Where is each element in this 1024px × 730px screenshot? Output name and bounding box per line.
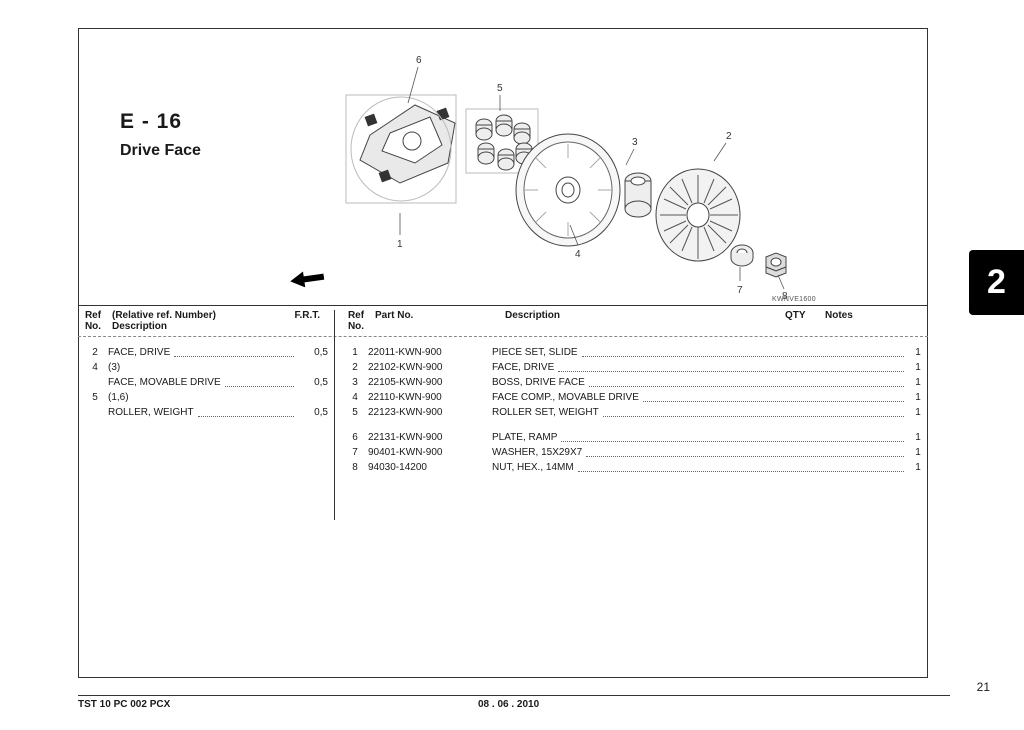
frt-row: 5(1,6) [82,390,328,405]
part-row: 522123-KWN-900ROLLER SET, WEIGHT1 [342,405,928,420]
callout-1: 1 [397,239,403,250]
frt-list: 2FACE, DRIVE0,54(3)FACE, MOVABLE DRIVE0,… [78,345,328,475]
title-block: E - 16 Drive Face [120,110,201,160]
frt-row: 2FACE, DRIVE0,5 [82,345,328,360]
callout-4: 4 [575,249,581,260]
hdr-frt: F.R.T. [288,310,328,332]
part-row: 122011-KWN-900PIECE SET, SLIDE1 [342,345,928,360]
frt-row: FACE, MOVABLE DRIVE0,5 [82,375,328,390]
frt-row: 4(3) [82,360,328,375]
part-row: 322105-KWN-900BOSS, DRIVE FACE1 [342,375,928,390]
hdr-refno2: Ref No. [341,310,371,332]
hdr-reldesc: (Relative ref. Number) Description [108,310,288,332]
part-row: 422110-KWN-900FACE COMP., MOVABLE DRIVE1 [342,390,928,405]
page: 2 E - 16 Drive Face [0,0,1024,730]
part-row: 790401-KWN-900WASHER, 15X29X71 [342,445,928,460]
hdr-refno: Ref No. [78,310,108,332]
section-code: E - 16 [120,110,201,134]
hdr-desc: Description [501,310,781,332]
hdr-notes: Notes [821,310,928,332]
frt-row: ROLLER, WEIGHT0,5 [82,405,328,420]
section-tab: 2 [969,250,1024,315]
callout-6: 6 [416,55,422,66]
parts-list: 122011-KWN-900PIECE SET, SLIDE1222102-KW… [328,345,928,475]
callout-5: 5 [497,83,503,94]
footer-date: 08 . 06 . 2010 [478,699,678,710]
part-row: 222102-KWN-900FACE, DRIVE1 [342,360,928,375]
hdr-qty: QTY [781,310,821,332]
callout-2: 2 [726,131,732,142]
hdr-partno: Part No. [371,310,501,332]
callout-3: 3 [632,137,638,148]
exploded-diagram: 6 1 5 4 3 2 7 8 [300,45,810,305]
drawing-number: KWNVE1600 [772,296,816,303]
part-row: 622131-KWN-900PLATE, RAMP1 [342,430,928,445]
part-row: 894030-14200NUT, HEX., 14MM1 [342,460,928,475]
section-name: Drive Face [120,142,201,160]
callout-7: 7 [737,285,743,296]
page-footer: TST 10 PC 002 PCX 08 . 06 . 2010 [78,695,950,710]
footer-doc-id: TST 10 PC 002 PCX [78,699,478,710]
parts-table: Ref No. (Relative ref. Number) Descripti… [78,305,928,475]
table-header: Ref No. (Relative ref. Number) Descripti… [78,305,928,337]
page-number: 21 [977,680,990,694]
